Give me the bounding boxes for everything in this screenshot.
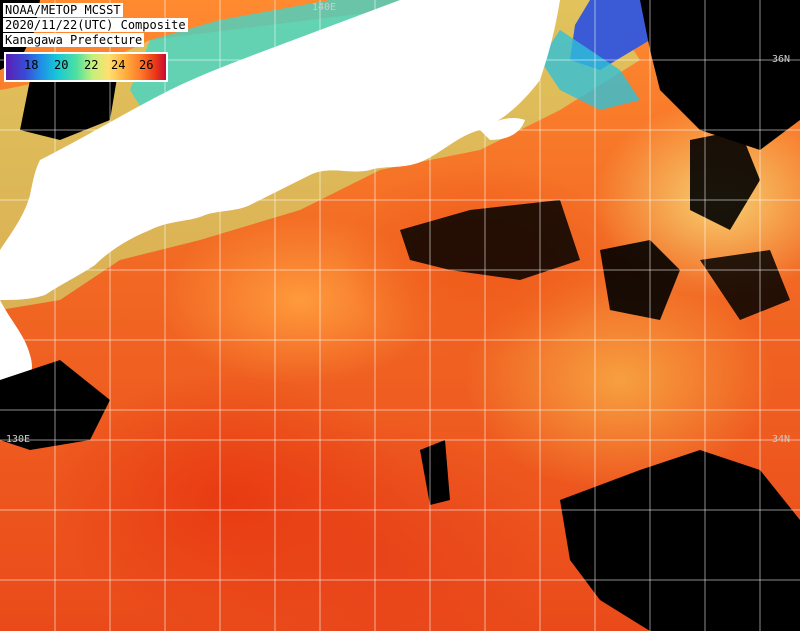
lon-label-130e: 130E: [6, 434, 31, 445]
northeast-cyan-patch: [540, 30, 640, 110]
legend-tick-18: 18: [24, 58, 39, 72]
legend-tick-20: 20: [54, 58, 69, 72]
cloud-mask-east-3: [700, 250, 790, 320]
cloud-mask-east-2: [600, 240, 680, 320]
title-source: NOAA/METOP MCSST: [3, 3, 123, 17]
cloud-mask-southeast: [560, 450, 800, 631]
cloud-mask-east-1: [690, 130, 760, 230]
title-region: Kanagawa Prefecture: [3, 33, 145, 47]
legend-tick-22: 22: [84, 58, 99, 72]
lat-label-34n: 34N: [772, 434, 791, 445]
cloud-mask-northeast: [640, 0, 800, 150]
title-date: 2020/11/22(UTC) Composite: [3, 18, 188, 32]
legend-color-bar: [6, 54, 166, 80]
cloud-mask-small: [420, 440, 450, 505]
lon-label-140e: 140E: [312, 2, 337, 13]
lat-label-36n: 36N: [772, 54, 791, 65]
legend-tick-26: 26: [139, 58, 154, 72]
cloud-mask-central: [400, 200, 580, 280]
color-legend: 18 20 22 24 26: [4, 52, 168, 82]
izu-peninsula: [480, 118, 525, 140]
shikoku-land: [142, 152, 270, 204]
legend-tick-24: 24: [111, 58, 126, 72]
honshu-land: [0, 0, 560, 300]
